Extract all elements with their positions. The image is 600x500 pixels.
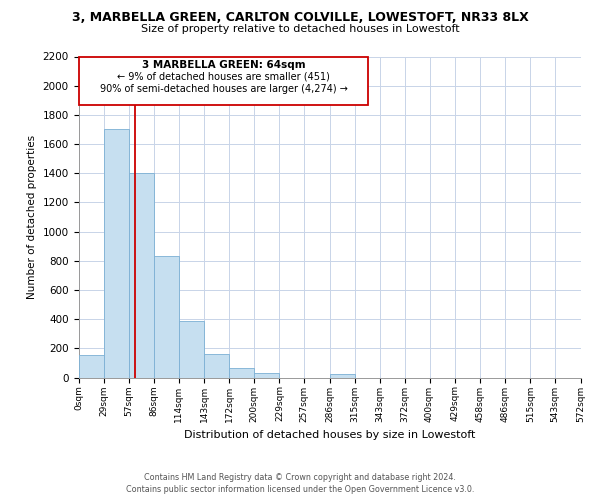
Bar <box>329 374 355 378</box>
X-axis label: Distribution of detached houses by size in Lowestoft: Distribution of detached houses by size … <box>184 430 475 440</box>
Text: 90% of semi-detached houses are larger (4,274) →: 90% of semi-detached houses are larger (… <box>100 84 348 94</box>
Text: Size of property relative to detached houses in Lowestoft: Size of property relative to detached ho… <box>140 24 460 34</box>
Text: 3, MARBELLA GREEN, CARLTON COLVILLE, LOWESTOFT, NR33 8LX: 3, MARBELLA GREEN, CARLTON COLVILLE, LOW… <box>71 11 529 24</box>
FancyBboxPatch shape <box>79 57 368 104</box>
Text: 3 MARBELLA GREEN: 64sqm: 3 MARBELLA GREEN: 64sqm <box>142 60 305 70</box>
Text: ← 9% of detached houses are smaller (451): ← 9% of detached houses are smaller (451… <box>118 72 330 82</box>
Bar <box>254 374 280 378</box>
Bar <box>229 368 254 378</box>
Y-axis label: Number of detached properties: Number of detached properties <box>27 135 37 299</box>
Bar <box>128 174 154 378</box>
Bar <box>104 130 128 378</box>
Bar <box>79 355 104 378</box>
Bar <box>204 354 229 378</box>
Text: Contains HM Land Registry data © Crown copyright and database right 2024.
Contai: Contains HM Land Registry data © Crown c… <box>126 473 474 494</box>
Bar <box>154 256 179 378</box>
Bar <box>179 322 204 378</box>
